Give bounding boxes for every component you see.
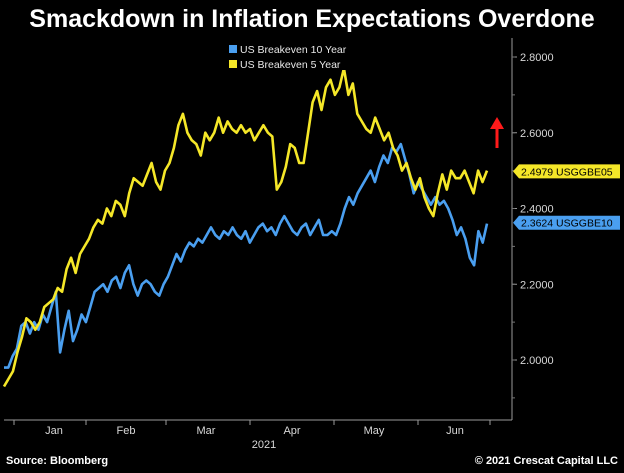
chart-title: Smackdown in Inflation Expectations Over… [29,5,595,33]
x-tick-label: Mar [197,425,216,437]
x-tick-label: Feb [117,425,136,437]
x-tick-label: Jun [446,425,464,437]
plot-area [2,67,489,388]
y-tick-label: 2.6000 [520,128,554,140]
y-tick-label: 2.0000 [520,355,554,367]
source-note: Source: Bloomberg [6,455,109,467]
x-tick-label: Jan [45,425,63,437]
y-tick-label: 2.4000 [520,204,554,216]
end-value-tag [513,164,620,179]
legend-label: US Breakeven 10 Year [240,44,347,56]
legend-swatch [229,45,237,53]
x-axis: Jan Feb Mar Apr May Jun 2021 [4,419,512,451]
copyright-note: © 2021 Crescat Capital LLC [474,455,618,467]
series-line-breakeven-5y [2,67,489,388]
up-arrow-icon [490,117,504,148]
y-tick-label: 2.8000 [520,52,554,64]
series-line-breakeven-10y [4,142,489,369]
end-value-label: 2.4979 USGGBE05 [521,166,613,178]
x-year-label: 2021 [252,439,276,451]
legend-label: US Breakeven 5 Year [240,59,341,71]
x-tick-label: May [364,425,385,437]
legend-swatch [229,60,237,68]
end-value-label: 2.3624 USGGBE10 [521,218,613,230]
x-tick-label: Apr [283,425,300,437]
y-tick-label: 2.2000 [520,279,554,291]
legend: US Breakeven 10 Year US Breakeven 5 Year [226,40,360,71]
end-value-tag [513,215,620,230]
end-tags: 2.4979 USGGBE05 2.3624 USGGBE10 [513,164,620,230]
y-axis: 2.8000 2.6000 2.4000 2.2000 2.0000 [511,38,554,420]
legend-box [226,40,360,70]
